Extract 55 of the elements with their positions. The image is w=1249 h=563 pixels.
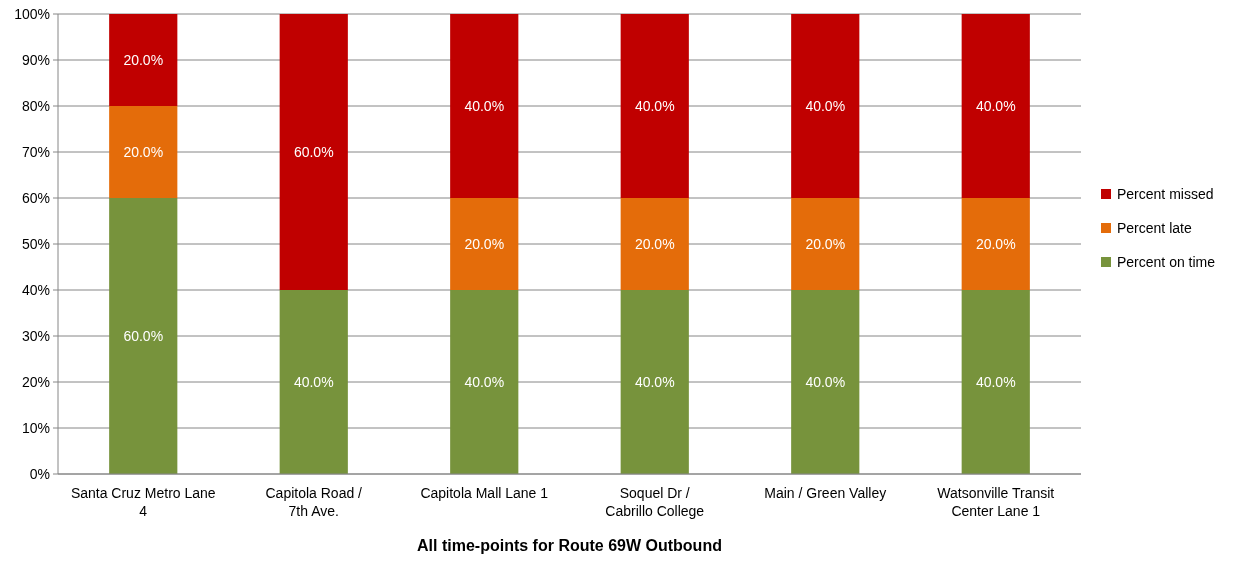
legend-label: Percent on time xyxy=(1117,253,1216,270)
data-label: 40.0% xyxy=(975,373,1016,390)
data-label: 20.0% xyxy=(464,235,505,252)
bar xyxy=(620,198,689,290)
bar xyxy=(961,198,1030,290)
bar xyxy=(620,290,689,474)
y-tick-label: 60% xyxy=(21,189,50,206)
y-tick-label: 30% xyxy=(21,327,50,344)
x-tick-label: Main / Green Valley xyxy=(764,485,887,501)
data-label: 40.0% xyxy=(464,373,505,390)
data-label: 20.0% xyxy=(805,235,846,252)
bar xyxy=(109,198,178,474)
data-label: 40.0% xyxy=(805,373,846,390)
y-tick-label: 10% xyxy=(21,419,50,436)
legend-label: Percent late xyxy=(1117,219,1192,236)
y-tick-label: 90% xyxy=(21,51,50,68)
x-tick-label: Capitola Mall Lane 1 xyxy=(420,485,549,501)
data-label: 40.0% xyxy=(634,97,675,114)
bar xyxy=(620,14,689,198)
y-tick-label: 40% xyxy=(21,281,50,298)
y-tick-label: 50% xyxy=(21,235,50,252)
x-tick-label: Soquel Dr / Cabrillo College xyxy=(605,485,705,519)
bar xyxy=(450,198,519,290)
bar xyxy=(791,290,860,474)
bar xyxy=(279,290,348,474)
data-label: 20.0% xyxy=(123,143,164,160)
data-label: 20.0% xyxy=(123,51,164,68)
data-label: 40.0% xyxy=(464,97,505,114)
data-label: 40.0% xyxy=(293,373,334,390)
bar xyxy=(450,14,519,198)
bar xyxy=(450,290,519,474)
data-label: 40.0% xyxy=(975,97,1016,114)
data-label: 40.0% xyxy=(634,373,675,390)
y-tick-label: 100% xyxy=(14,5,50,22)
y-tick-label: 80% xyxy=(21,97,50,114)
data-label: 60.0% xyxy=(293,143,334,160)
bar xyxy=(791,198,860,290)
data-label: 40.0% xyxy=(805,97,846,114)
y-tick-label: 70% xyxy=(21,143,50,160)
bar xyxy=(961,290,1030,474)
x-tick-label: Santa Cruz Metro Lane 4 xyxy=(70,485,216,519)
data-label: 20.0% xyxy=(634,235,675,252)
bar xyxy=(279,14,348,290)
x-tick-label: Capitola Road / 7th Ave. xyxy=(265,485,363,519)
data-label: 20.0% xyxy=(975,235,1016,252)
bar xyxy=(109,106,178,198)
bar xyxy=(791,14,860,198)
bar xyxy=(961,14,1030,198)
y-tick-label: 20% xyxy=(21,373,50,390)
x-axis-title: All time-points for Route 69W Outbound xyxy=(417,537,722,554)
y-tick-label: 0% xyxy=(29,465,50,482)
data-label: 60.0% xyxy=(123,327,164,344)
x-tick-label: Watsonville Transit Center Lane 1 xyxy=(937,485,1055,519)
legend-label: Percent missed xyxy=(1117,185,1214,202)
bar xyxy=(109,14,178,106)
